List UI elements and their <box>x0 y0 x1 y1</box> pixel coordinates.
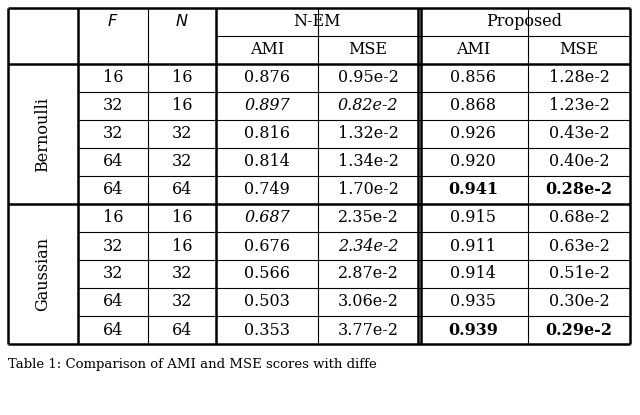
Text: 0.43e-2: 0.43e-2 <box>548 125 609 142</box>
Text: 0.28e-2: 0.28e-2 <box>545 181 612 198</box>
Text: Gaussian: Gaussian <box>35 237 51 311</box>
Text: N-EM: N-EM <box>293 14 340 30</box>
Text: 64: 64 <box>103 181 123 198</box>
Text: 0.30e-2: 0.30e-2 <box>548 293 609 310</box>
Text: 0.814: 0.814 <box>244 154 290 171</box>
Text: 32: 32 <box>172 293 192 310</box>
Text: 16: 16 <box>172 98 192 115</box>
Text: 1.34e-2: 1.34e-2 <box>337 154 399 171</box>
Text: 1.23e-2: 1.23e-2 <box>548 98 609 115</box>
Text: 0.856: 0.856 <box>450 69 496 86</box>
Text: 0.939: 0.939 <box>448 322 498 339</box>
Text: 0.911: 0.911 <box>450 237 496 254</box>
Text: 3.06e-2: 3.06e-2 <box>337 293 399 310</box>
Text: 0.868: 0.868 <box>450 98 496 115</box>
Text: 0.920: 0.920 <box>450 154 496 171</box>
Text: 0.82e-2: 0.82e-2 <box>338 98 398 115</box>
Text: 32: 32 <box>103 98 123 115</box>
Text: 0.941: 0.941 <box>448 181 498 198</box>
Text: 1.70e-2: 1.70e-2 <box>337 181 399 198</box>
Text: AMI: AMI <box>456 42 490 59</box>
Text: 16: 16 <box>172 69 192 86</box>
Text: 0.914: 0.914 <box>450 266 496 283</box>
Text: 32: 32 <box>172 266 192 283</box>
Text: 32: 32 <box>172 125 192 142</box>
Text: Proposed: Proposed <box>486 14 562 30</box>
Text: 32: 32 <box>103 266 123 283</box>
Text: $N$: $N$ <box>175 14 189 30</box>
Text: 32: 32 <box>172 154 192 171</box>
Text: 16: 16 <box>172 237 192 254</box>
Text: 0.749: 0.749 <box>244 181 290 198</box>
Text: 0.29e-2: 0.29e-2 <box>545 322 612 339</box>
Text: 0.816: 0.816 <box>244 125 290 142</box>
Text: AMI: AMI <box>250 42 284 59</box>
Text: 2.34e-2: 2.34e-2 <box>338 237 398 254</box>
Text: 0.897: 0.897 <box>244 98 290 115</box>
Text: 0.915: 0.915 <box>450 210 496 227</box>
Text: 0.876: 0.876 <box>244 69 290 86</box>
Text: 32: 32 <box>103 125 123 142</box>
Text: 2.87e-2: 2.87e-2 <box>337 266 399 283</box>
Text: 16: 16 <box>172 210 192 227</box>
Text: 0.95e-2: 0.95e-2 <box>337 69 399 86</box>
Text: 16: 16 <box>103 210 124 227</box>
Text: 1.32e-2: 1.32e-2 <box>337 125 399 142</box>
Text: 0.935: 0.935 <box>450 293 496 310</box>
Text: 16: 16 <box>103 69 124 86</box>
Text: MSE: MSE <box>349 42 387 59</box>
Text: 0.51e-2: 0.51e-2 <box>548 266 609 283</box>
Text: 64: 64 <box>103 293 123 310</box>
Text: 1.28e-2: 1.28e-2 <box>548 69 609 86</box>
Text: 0.676: 0.676 <box>244 237 290 254</box>
Text: Table 1: Comparison of AMI and MSE scores with diffe: Table 1: Comparison of AMI and MSE score… <box>8 358 377 371</box>
Text: 0.566: 0.566 <box>244 266 290 283</box>
Text: MSE: MSE <box>559 42 598 59</box>
Text: 3.77e-2: 3.77e-2 <box>337 322 399 339</box>
Text: 0.353: 0.353 <box>244 322 290 339</box>
Text: $F$: $F$ <box>108 14 118 30</box>
Text: 0.503: 0.503 <box>244 293 290 310</box>
Text: 0.926: 0.926 <box>450 125 496 142</box>
Text: 0.68e-2: 0.68e-2 <box>548 210 609 227</box>
Text: 32: 32 <box>103 237 123 254</box>
Text: 64: 64 <box>172 181 192 198</box>
Text: 2.35e-2: 2.35e-2 <box>337 210 399 227</box>
Text: 0.687: 0.687 <box>244 210 290 227</box>
Text: 64: 64 <box>172 322 192 339</box>
Text: 0.40e-2: 0.40e-2 <box>548 154 609 171</box>
Text: 64: 64 <box>103 322 123 339</box>
Text: 64: 64 <box>103 154 123 171</box>
Text: 0.63e-2: 0.63e-2 <box>548 237 609 254</box>
Text: Bernoulli: Bernoulli <box>35 97 51 171</box>
